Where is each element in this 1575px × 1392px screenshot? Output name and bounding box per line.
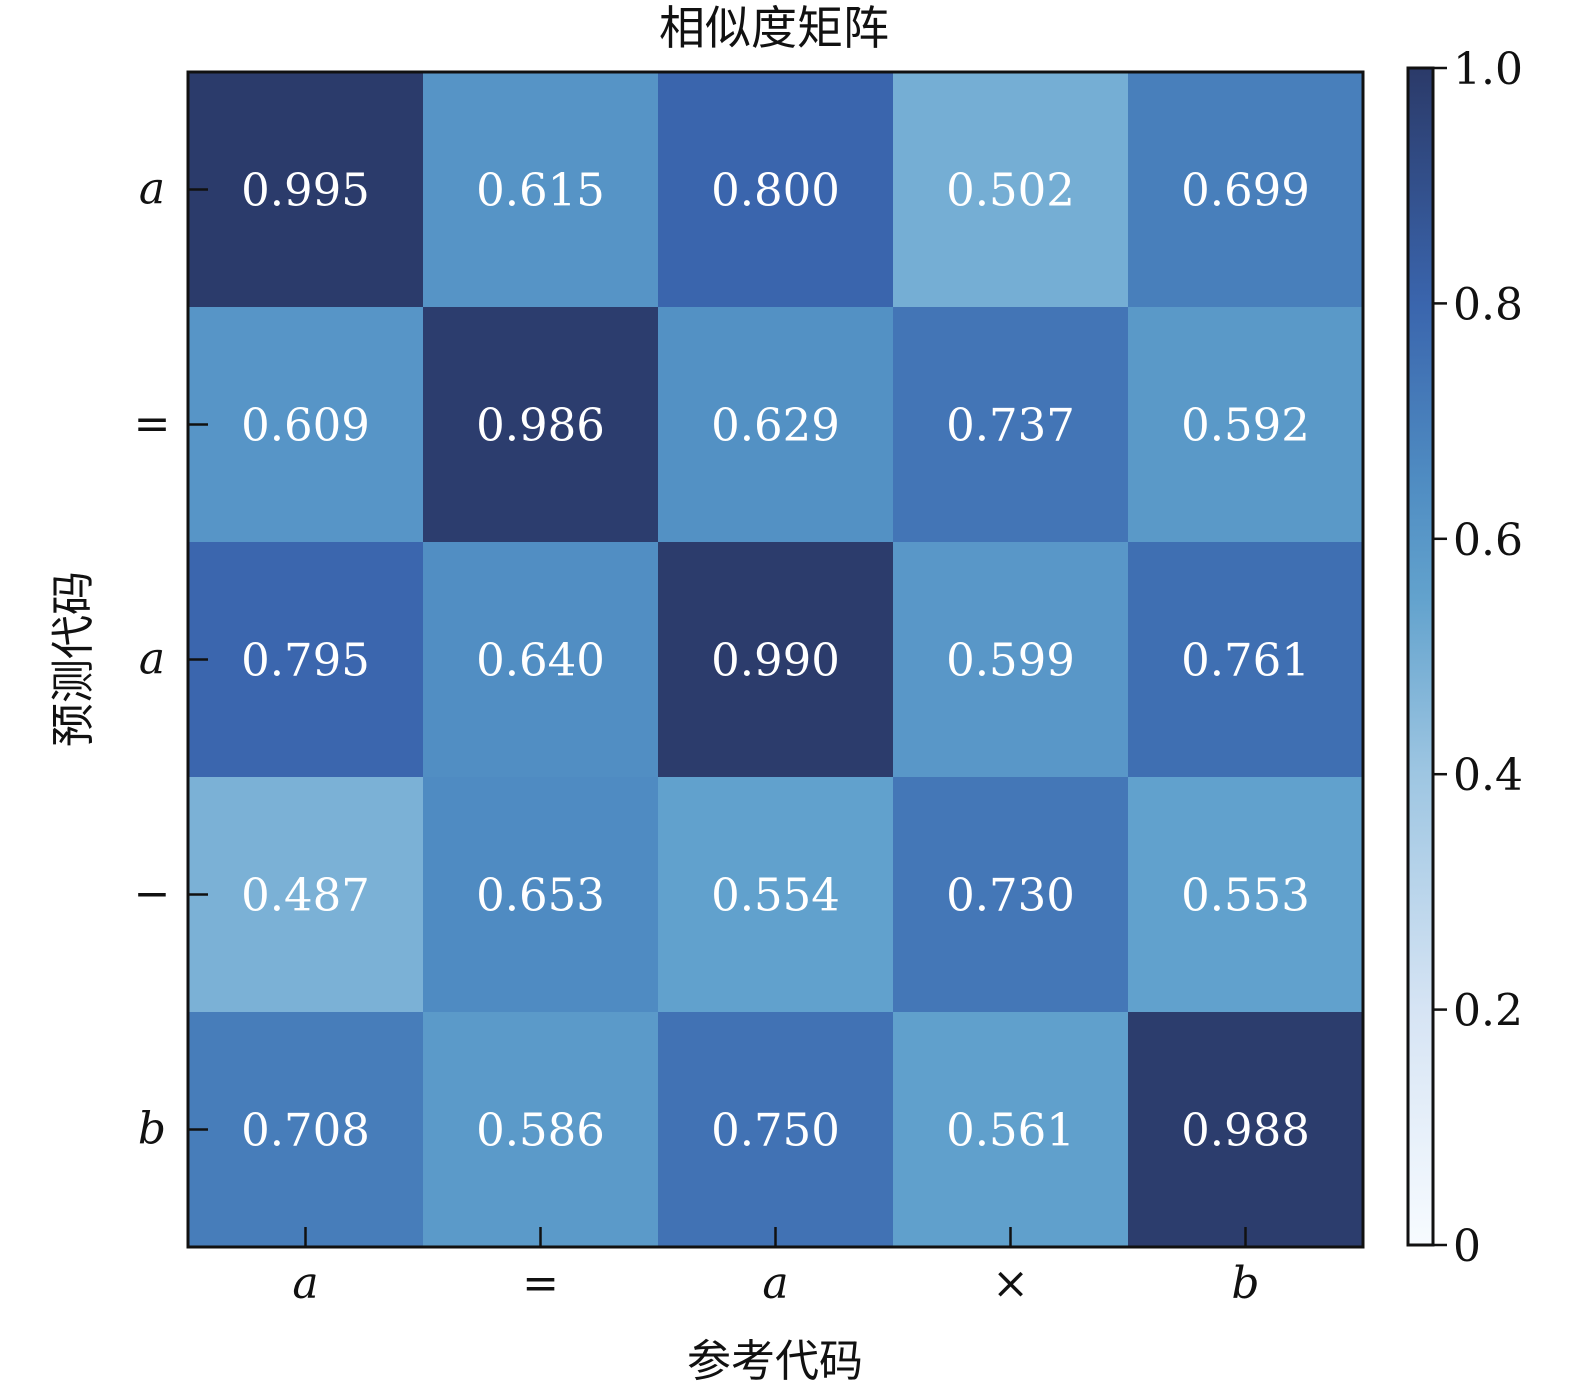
colorbar-tick-label: 1.0 [1453,44,1523,95]
heatmap-cell [1128,72,1364,308]
cell-value-label: 0.609 [241,399,370,452]
x-tick-label: = [522,1258,559,1309]
cell-value-label: 0.487 [241,869,370,922]
chart-title: 相似度矩阵 [659,1,889,55]
heatmap-cell [658,1012,894,1248]
colorbar-tick-label: 0.8 [1453,279,1523,330]
y-tick-label: b [138,1104,166,1155]
cell-value-label: 0.986 [476,399,605,452]
heatmap-cell [1128,307,1364,543]
colorbar-tick-label: 0.6 [1453,515,1523,566]
cell-value-label: 0.640 [476,634,605,687]
cell-value-label: 0.554 [711,869,840,922]
heatmap-cells [188,72,1364,1248]
cell-value-label: 0.990 [711,634,840,687]
heatmap-cell [893,542,1129,778]
heatmap-cell [658,72,894,308]
cell-value-label: 0.599 [946,634,1075,687]
x-axis-ticks: a = a × b [292,1227,1260,1309]
cell-value-label: 0.586 [476,1104,605,1157]
heatmap-cell [893,777,1129,1013]
heatmap-cell [188,1012,424,1248]
heatmap-cell [423,777,659,1013]
y-tick-label: a [139,634,165,685]
heatmap-cell [893,1012,1129,1248]
cell-value-label: 0.737 [946,399,1075,452]
y-tick-label: = [134,399,171,450]
heatmap-cell [423,542,659,778]
y-axis-ticks: a = a − b [134,164,208,1155]
colorbar-tick-label: 0.4 [1453,750,1523,801]
heatmap-cell [893,307,1129,543]
cell-value-label: 0.988 [1181,1104,1310,1157]
cell-value-label: 0.750 [711,1104,840,1157]
heatmap-cell [188,72,424,308]
heatmap-cell [1128,1012,1364,1248]
cell-value-label: 0.653 [476,869,605,922]
x-tick-label: a [292,1258,318,1309]
heatmap-cell [423,307,659,543]
heatmap-cell [658,307,894,543]
cell-value-label: 0.592 [1181,399,1310,452]
heatmap-cell [1128,542,1364,778]
x-tick-label: × [992,1258,1029,1309]
heatmap-cell [1128,777,1364,1013]
y-axis-label: 预测代码 [48,571,99,747]
cell-value-label: 0.995 [241,164,370,217]
heatmap-cell [423,72,659,308]
cell-value-label: 0.561 [946,1104,1075,1157]
cell-value-label: 0.708 [241,1104,370,1157]
heatmap-cell [188,777,424,1013]
x-axis-label: 参考代码 [687,1336,863,1387]
cell-value-label: 0.629 [711,399,840,452]
cell-value-label: 0.730 [946,869,1075,922]
heatmap-cell-labels: 0.995 0.615 0.800 0.502 0.699 0.609 0.986 0.629… [241,164,1310,1157]
cell-value-label: 0.795 [241,634,370,687]
heatmap-cell [658,542,894,778]
cell-value-label: 0.615 [476,164,605,217]
x-tick-label: a [762,1258,788,1309]
cell-value-label: 0.502 [946,164,1075,217]
cell-value-label: 0.553 [1181,869,1310,922]
heatmap-cell [188,542,424,778]
cell-value-label: 0.699 [1181,164,1310,217]
heatmap-cell [893,72,1129,308]
y-tick-label: a [139,164,165,215]
heatmap-cell [658,777,894,1013]
x-tick-label: b [1231,1258,1259,1309]
heatmap-cell [188,307,424,543]
heatmap-cell [423,1012,659,1248]
colorbar-tick-label: 0.2 [1453,986,1523,1037]
colorbar-ticks: 0 0.2 0.4 0.6 0.8 1.0 [1433,44,1523,1272]
colorbar-tick-label: 0 [1453,1221,1481,1272]
y-tick-label: − [134,869,171,920]
cell-value-label: 0.761 [1181,634,1310,687]
cell-value-label: 0.800 [711,164,840,217]
colorbar [1406,66,1435,1247]
